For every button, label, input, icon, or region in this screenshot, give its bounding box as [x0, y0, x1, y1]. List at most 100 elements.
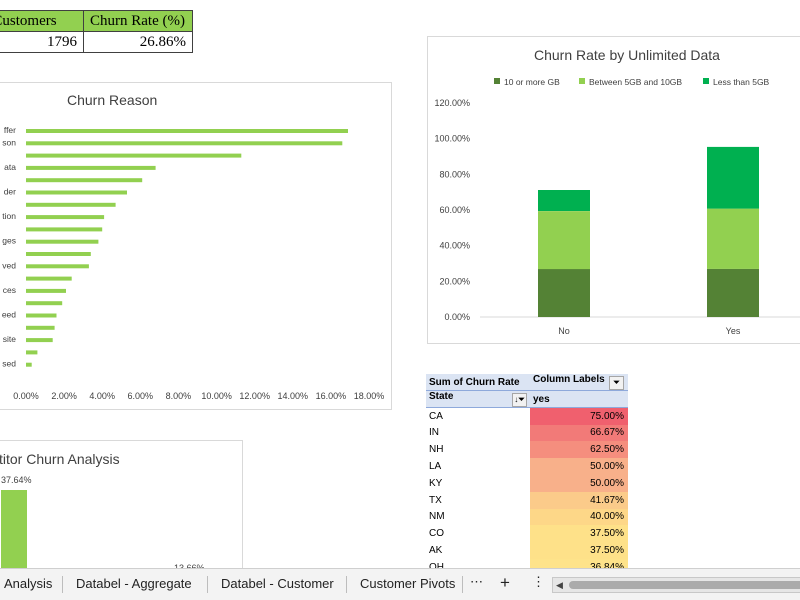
churn-reason-bar [26, 288, 66, 293]
churn-reason-x-tick: 10.00% [201, 391, 232, 401]
pivot-col-value[interactable]: yes [530, 390, 628, 409]
unlimited-bar-segment [707, 208, 759, 269]
churn-reason-category-label: ata [4, 162, 16, 172]
pivot-state-cell[interactable]: NM [429, 511, 445, 523]
pivot-row: LA 50.00% [426, 458, 628, 475]
churn-reason-bar [26, 325, 55, 330]
pivot-row: CO 37.50% [426, 525, 628, 543]
unlimited-bar-segment [707, 146, 759, 209]
tab-separator [62, 576, 63, 593]
options-icon[interactable]: ⋮ [532, 574, 545, 589]
churn-reason-category-label: der [4, 187, 16, 197]
pivot-row: CA 75.00% [426, 407, 628, 425]
add-sheet-icon[interactable]: + [500, 573, 510, 592]
scrollbar-thumb[interactable] [569, 581, 800, 589]
churn-reason-bar [26, 239, 99, 244]
pivot-state-cell[interactable]: KY [429, 477, 443, 489]
legend-label: 10 or more GB [504, 77, 560, 87]
churn-reason-bar [26, 178, 143, 183]
churn-reason-category-label: ges [2, 236, 16, 246]
sheet-tab-bar: Analysis Databel - Aggregate Databel - C… [0, 568, 800, 600]
churn-reason-bar [26, 215, 105, 220]
unlimited-x-tick: No [558, 326, 570, 336]
pivot-value-cell[interactable]: 50.00% [530, 474, 628, 492]
unlimited-y-tick: 20.00% [439, 276, 470, 286]
unlimited-y-tick: 60.00% [439, 205, 470, 215]
churn-pivot-table: Sum of Churn Rate Column Labels ⏷ State … [426, 374, 628, 576]
unlimited-bar-segment [538, 269, 590, 317]
pivot-row: NH 62.50% [426, 441, 628, 459]
scroll-left-icon[interactable]: ◀ [556, 580, 563, 590]
competitor-bar-1 [1, 490, 27, 581]
churn-reason-bar [26, 264, 89, 269]
unlimited-y-tick: 80.00% [439, 169, 470, 179]
pivot-row: NM 40.00% [426, 508, 628, 526]
unlimited-bar-segment [538, 190, 590, 211]
churn-reason-x-tick: 12.00% [239, 391, 270, 401]
churn-reason-category-label: ffer [4, 125, 16, 135]
tab-customer-pivots[interactable]: Customer Pivots [360, 576, 456, 591]
churn-reason-category-label: ces [3, 285, 16, 295]
tab-separator [462, 576, 463, 593]
pivot-state-cell[interactable]: OH [426, 559, 530, 576]
kpi-table: ned Customers Churn Rate (%) 1796 26.86% [0, 10, 193, 53]
legend-swatch [494, 78, 500, 84]
pivot-value-cell[interactable]: 62.50% [530, 441, 628, 459]
sort-filter-icon[interactable]: ↓⏷ [512, 393, 527, 408]
tab-databel-customer[interactable]: Databel - Customer [221, 576, 334, 591]
filter-icon[interactable]: ⏷ [609, 376, 624, 391]
pivot-value-cell[interactable]: 66.67% [530, 424, 628, 442]
pivot-value-cell[interactable]: 75.00% [530, 407, 628, 425]
pivot-value-cell[interactable]: 37.50% [530, 525, 628, 543]
pivot-row: TX 41.67% [426, 491, 628, 509]
pivot-state-cell[interactable]: AK [429, 545, 443, 557]
pivot-value-cell[interactable]: 41.67% [530, 491, 628, 509]
competitor-churn-chart[interactable]: titor Churn Analysis 37.64% 13.66% [0, 440, 243, 581]
unlimited-y-tick: 0.00% [444, 312, 470, 322]
churn-reason-x-tick: 4.00% [89, 391, 115, 401]
pivot-row: KY 50.00% [426, 474, 628, 492]
churn-reason-category-label: son [2, 137, 16, 147]
churn-reason-x-tick: 14.00% [278, 391, 309, 401]
churn-reason-x-tick: 2.00% [51, 391, 77, 401]
pivot-value-cell[interactable]: 50.00% [530, 458, 628, 475]
pivot-row-header[interactable]: State ↓⏷ [426, 390, 530, 409]
unlimited-data-chart[interactable]: Churn Rate by Unlimited Data 10 or more … [427, 36, 800, 344]
pivot-header-sum[interactable]: Sum of Churn Rate [426, 374, 530, 392]
pivot-header-column-labels[interactable]: Column Labels ⏷ [530, 374, 628, 392]
churn-reason-chart[interactable]: Churn Reason ffer son ata der tion ges ved ces e… [0, 82, 392, 410]
pivot-state-cell[interactable]: LA [429, 461, 442, 473]
pivot-state-cell[interactable]: CO [429, 528, 444, 540]
pivot-value-cell[interactable]: 37.50% [530, 542, 628, 559]
tab-separator [207, 576, 208, 593]
legend-swatch [579, 78, 585, 84]
churn-reason-bar [26, 338, 53, 343]
churn-reason-bar [26, 301, 63, 306]
pivot-state-cell[interactable]: CA [429, 410, 443, 422]
kpi-header-customers[interactable]: ned Customers [0, 10, 84, 32]
churn-reason-category-label: site [3, 334, 17, 344]
tab-databel-aggregate[interactable]: Databel - Aggregate [76, 576, 192, 591]
pivot-state-cell[interactable]: NH [429, 444, 444, 456]
competitor-churn-title: titor Churn Analysis [0, 451, 120, 467]
kpi-value-churn-rate[interactable]: 26.86% [83, 31, 193, 53]
tab-analysis[interactable]: Analysis [4, 576, 53, 591]
pivot-header-column-labels-text: Column Labels [533, 374, 605, 386]
churn-reason-category-label: ved [2, 260, 16, 270]
unlimited-bar-segment [538, 211, 590, 270]
more-tabs-icon[interactable]: ⋯ [470, 574, 483, 589]
churn-reason-bar [26, 202, 116, 207]
pivot-state-cell[interactable]: IN [429, 427, 439, 439]
horizontal-scrollbar[interactable]: ◀ [552, 577, 800, 593]
churn-reason-bar [26, 313, 57, 318]
unlimited-x-tick: Yes [726, 326, 741, 336]
churn-reason-bar [26, 190, 127, 195]
churn-reason-category-label: tion [2, 211, 16, 221]
kpi-value-customers[interactable]: 1796 [0, 31, 84, 53]
churn-reason-bar [26, 252, 91, 256]
legend-label: Between 5GB and 10GB [589, 77, 682, 87]
churn-reason-x-tick: 8.00% [166, 391, 192, 401]
pivot-value-cell[interactable]: 40.00% [530, 508, 628, 526]
pivot-state-cell[interactable]: TX [429, 494, 442, 506]
kpi-header-churn-rate[interactable]: Churn Rate (%) [83, 10, 193, 32]
